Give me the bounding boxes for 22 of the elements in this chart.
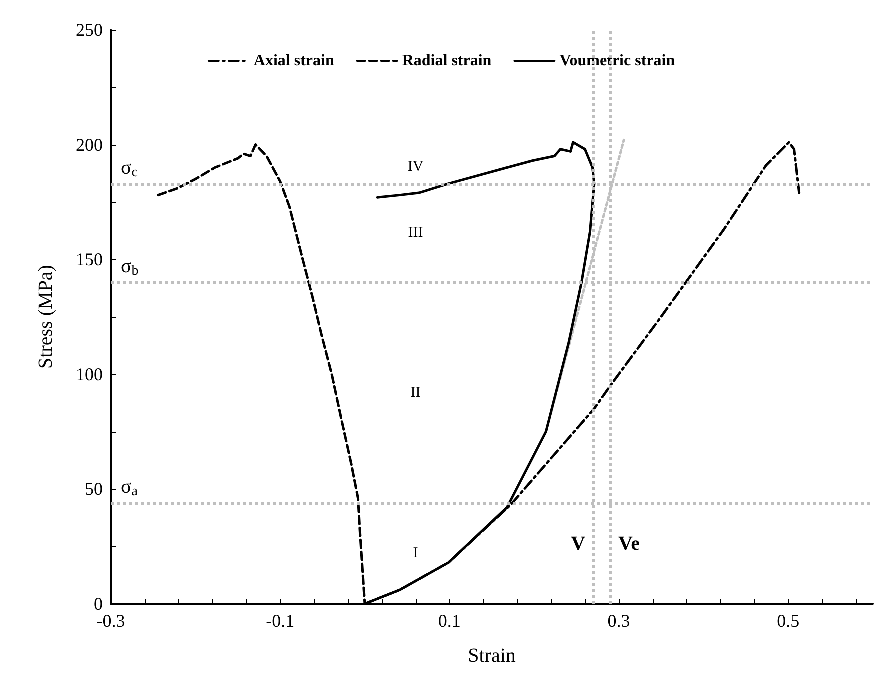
ref-line-label: V: [571, 533, 586, 555]
legend-label: Radial strain: [402, 52, 492, 70]
ref-line-label: Ve: [618, 533, 640, 555]
annotation: III: [408, 225, 424, 242]
annotation: IV: [408, 158, 424, 175]
legend-label: Voumetric strain: [560, 52, 676, 70]
x-tick-label: 0.5: [777, 611, 800, 631]
annotation: II: [410, 384, 421, 401]
y-tick-label: 150: [76, 250, 103, 270]
x-tick-label: -0.1: [266, 611, 295, 631]
y-tick-label: 250: [76, 20, 103, 40]
y-tick-label: 50: [85, 479, 103, 500]
y-tick-label: 0: [94, 594, 103, 614]
y-tick-label: 100: [76, 364, 103, 384]
y-tick-label: 200: [76, 134, 103, 155]
annotation: I: [413, 545, 418, 562]
legend-label: Axial strain: [254, 52, 334, 70]
y-axis-title: Stress (MPa): [35, 265, 57, 369]
x-tick-label: -0.3: [96, 611, 126, 631]
x-tick-label: 0.3: [608, 611, 630, 631]
x-axis-title: Strain: [468, 645, 516, 667]
x-tick-label: 0.1: [438, 611, 461, 631]
